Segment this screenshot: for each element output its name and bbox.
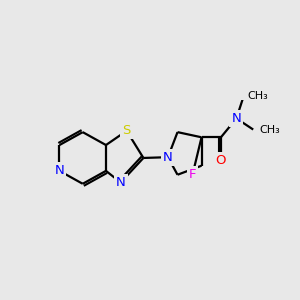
- Text: S: S: [122, 124, 131, 137]
- Text: N: N: [116, 176, 126, 189]
- Text: N: N: [55, 164, 64, 177]
- Text: O: O: [216, 154, 226, 167]
- Text: N: N: [163, 151, 173, 164]
- Text: CH₃: CH₃: [248, 91, 268, 101]
- Text: N: N: [232, 112, 241, 125]
- Text: CH₃: CH₃: [259, 124, 280, 134]
- Text: F: F: [189, 168, 196, 181]
